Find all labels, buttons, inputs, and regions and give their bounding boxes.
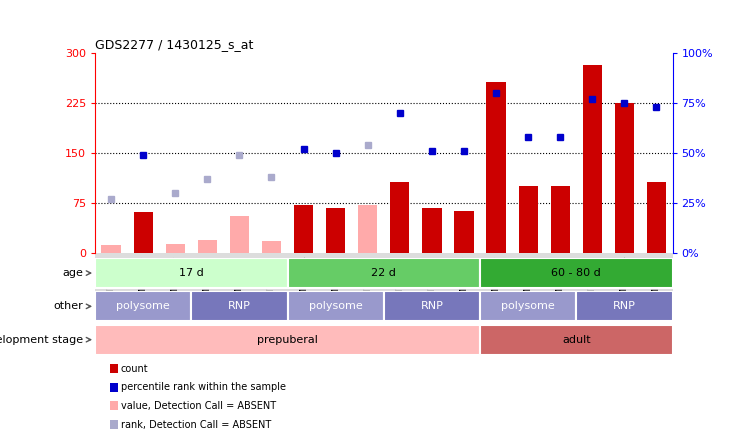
Text: RNP: RNP <box>613 301 636 311</box>
Bar <box>134 212 153 253</box>
Text: 60 - 80 d: 60 - 80 d <box>551 268 601 278</box>
Text: polysome: polysome <box>501 301 555 311</box>
Bar <box>615 103 634 253</box>
Text: value, Detection Call = ABSENT: value, Detection Call = ABSENT <box>121 401 276 411</box>
Text: age: age <box>63 268 91 278</box>
Text: 22 d: 22 d <box>371 268 396 278</box>
Bar <box>197 240 217 253</box>
Bar <box>262 241 281 253</box>
Text: polysome: polysome <box>116 301 170 311</box>
FancyBboxPatch shape <box>287 291 384 321</box>
Bar <box>455 211 474 253</box>
FancyBboxPatch shape <box>192 291 287 321</box>
Text: percentile rank within the sample: percentile rank within the sample <box>121 382 286 392</box>
FancyBboxPatch shape <box>480 258 673 288</box>
Text: 17 d: 17 d <box>179 268 204 278</box>
Bar <box>294 205 313 253</box>
Bar <box>486 82 506 253</box>
Text: GDS2277 / 1430125_s_at: GDS2277 / 1430125_s_at <box>95 38 254 51</box>
FancyBboxPatch shape <box>480 291 576 321</box>
FancyBboxPatch shape <box>480 325 673 355</box>
Bar <box>358 205 377 253</box>
Text: prepuberal: prepuberal <box>257 335 318 345</box>
Text: polysome: polysome <box>308 301 363 311</box>
FancyBboxPatch shape <box>95 291 192 321</box>
Text: count: count <box>121 364 148 373</box>
Text: RNP: RNP <box>228 301 251 311</box>
Bar <box>230 217 249 253</box>
FancyBboxPatch shape <box>384 291 480 321</box>
Text: development stage: development stage <box>0 335 91 345</box>
Bar <box>166 244 185 253</box>
Bar <box>102 245 121 253</box>
Text: other: other <box>54 301 91 311</box>
FancyBboxPatch shape <box>576 291 673 321</box>
Bar <box>390 182 409 253</box>
Bar <box>550 186 570 253</box>
FancyBboxPatch shape <box>95 325 480 355</box>
Bar <box>423 208 442 253</box>
FancyBboxPatch shape <box>95 258 287 288</box>
Text: adult: adult <box>562 335 591 345</box>
Bar <box>326 208 345 253</box>
Text: rank, Detection Call = ABSENT: rank, Detection Call = ABSENT <box>121 420 271 429</box>
Bar <box>647 182 666 253</box>
Bar <box>583 65 602 253</box>
Text: RNP: RNP <box>420 301 443 311</box>
FancyBboxPatch shape <box>287 258 480 288</box>
Bar <box>518 186 538 253</box>
